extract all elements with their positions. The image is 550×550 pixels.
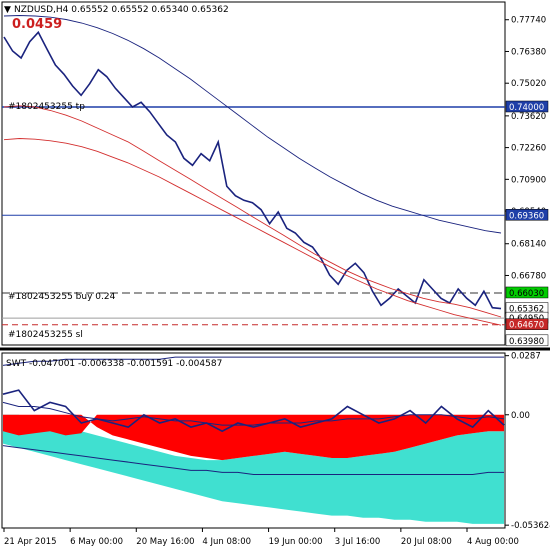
bottom-price-tag [505,334,549,347]
buy-price-tag-label: 0.66030 [509,289,544,299]
last-price-tag-label: 0.65362 [509,305,544,315]
price-tick-label: 0.66780 [511,271,546,281]
buy-order-label[interactable]: #1802453255 buy 0.24 [8,292,116,302]
price-series-line [3,30,502,310]
level-price-tag-label: 0.69360 [509,211,544,221]
price-tags: 0.740000.693600.660300.653620.649500.646… [505,100,549,347]
swt-main-line [2,389,505,433]
swt-indicator [2,356,505,524]
time-tick-label: 4 Aug 00:00 [467,537,519,547]
swt-teal-area [3,414,504,524]
tp-order-label[interactable]: #1802453255 tp [8,102,85,112]
bottom-price-tag-label: 0.63980 [509,337,544,347]
price-chart [2,15,505,326]
price-axis: 0.77740 0.76380 0.75020 0.73620 0.72260 0.709… [505,16,546,281]
indicator-tick-label: -0.053624 [511,521,550,531]
sl-order-label[interactable]: #1802453255 sl [8,330,83,340]
time-tick-label: 19 Jun 00:00 [269,537,323,547]
indicator-tick-label: 0.00 [511,411,530,421]
time-tick-label: 20 May 16:00 [136,537,194,547]
price-tick-label: 0.72260 [511,144,546,154]
time-tick-label: 3 Jul 16:00 [335,537,381,547]
swt-middle-band [2,445,504,475]
price-tick-label: 0.68140 [511,240,546,250]
time-tick-label: 20 Jul 08:00 [401,537,452,547]
time-tick-label: 21 Apr 2015 [4,537,57,547]
price-tick-label: 0.77740 [511,16,546,26]
profit-label: 0.0459 [12,17,62,32]
tp-price-tag-label: 0.74000 [509,103,544,113]
price-tick-label: 0.75020 [511,79,546,89]
sl-price-tag-label: 0.64670 [509,321,544,331]
buy-price-tag [505,286,549,299]
ma-slow-line [3,15,502,234]
level-price-tag [505,209,549,221]
sl-price-tag [505,318,549,330]
chart-menu-icon[interactable]: ▼ [4,5,11,15]
price-tick-label: 0.76380 [511,47,546,57]
tp-price-tag [505,100,549,113]
indicator-axis: 0.0287 0.00 -0.053624 [505,352,550,531]
swt-upper-band [2,356,504,366]
ma-red-lower-line [3,138,502,326]
symbol-info: NZDUSD,H4 0.65552 0.65552 0.65340 0.6536… [14,5,229,15]
swt-label: SWT -0.047001 -0.006338 -0.001591 -0.004… [6,359,222,369]
time-tick-label: 6 May 00:00 [70,537,123,547]
price-tick-label: 0.73620 [511,112,546,122]
time-axis: 21 Apr 2015 6 May 00:00 20 May 16:00 4 Jun … [3,528,519,547]
indicator-tick-label: 0.0287 [511,352,541,362]
time-tick-label: 4 Jun 08:00 [202,537,251,547]
ma-red-upper-line [3,105,502,318]
swt-signal-line [2,401,505,426]
price-tick-label: 0.70900 [511,175,546,185]
